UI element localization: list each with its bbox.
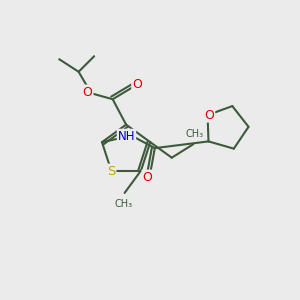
Text: CH₃: CH₃ <box>115 200 133 209</box>
Text: O: O <box>204 109 214 122</box>
Text: O: O <box>142 171 152 184</box>
Text: S: S <box>107 165 116 178</box>
Text: NH: NH <box>118 130 135 143</box>
Text: O: O <box>83 85 92 99</box>
Text: CH₃: CH₃ <box>186 129 204 139</box>
Text: O: O <box>132 78 142 91</box>
